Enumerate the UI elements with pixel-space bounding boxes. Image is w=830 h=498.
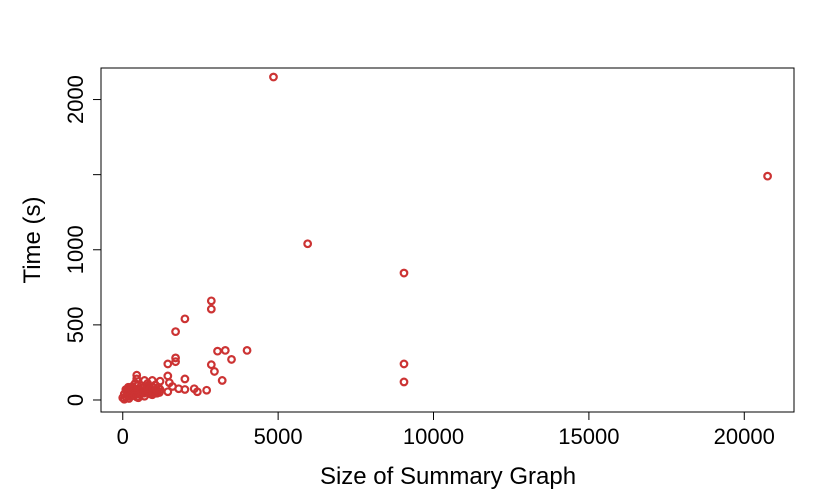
- data-point-29: [163, 387, 173, 397]
- y-axis-label: Time (s): [19, 196, 46, 283]
- data-point-2: [303, 239, 313, 249]
- plot-frame: [100, 67, 795, 413]
- data-point-14: [163, 359, 173, 369]
- data-point-10: [213, 346, 222, 356]
- data-point-15: [206, 360, 216, 370]
- data-points: [118, 72, 772, 404]
- data-point-82: [139, 388, 149, 398]
- data-point-27: [192, 387, 202, 397]
- data-point-6: [180, 314, 190, 324]
- x-tick-label-0: 0: [117, 424, 129, 449]
- data-point-13: [227, 355, 236, 364]
- data-point-5: [206, 304, 216, 314]
- data-point-87: [155, 388, 164, 397]
- data-point-21: [163, 371, 173, 381]
- data-point-3: [399, 268, 409, 278]
- y-tick-label-0: 0: [63, 394, 88, 406]
- data-point-4: [206, 296, 216, 306]
- data-point-79: [130, 391, 139, 400]
- x-tick-label-3: 15000: [558, 424, 619, 449]
- x-tick-label-1: 5000: [254, 424, 303, 449]
- x-axis: 0 5000 10000 15000 20000: [117, 412, 775, 449]
- data-point-16: [210, 367, 219, 376]
- data-point-28: [202, 385, 212, 395]
- data-point-12: [171, 357, 180, 367]
- y-tick-label-1: 500: [63, 307, 88, 344]
- data-point-19: [217, 376, 227, 385]
- data-point-1: [763, 171, 772, 181]
- data-point-11: [171, 353, 180, 363]
- data-point-25: [180, 385, 190, 394]
- y-tick-label-4: 2000: [63, 75, 88, 124]
- data-point-18: [399, 377, 409, 387]
- x-axis-label: Size of Summary Graph: [320, 463, 576, 490]
- data-point-9: [220, 346, 230, 355]
- data-point-0: [269, 72, 278, 82]
- y-tick-label-2: 1000: [63, 225, 88, 274]
- data-point-20: [180, 374, 190, 384]
- data-point-36: [132, 370, 142, 380]
- y-axis: 0 500 1000 2000: [63, 75, 101, 406]
- data-point-8: [242, 346, 252, 355]
- data-point-17: [399, 359, 409, 369]
- x-tick-label-2: 10000: [403, 424, 464, 449]
- data-point-7: [171, 327, 180, 337]
- x-tick-label-4: 20000: [714, 424, 775, 449]
